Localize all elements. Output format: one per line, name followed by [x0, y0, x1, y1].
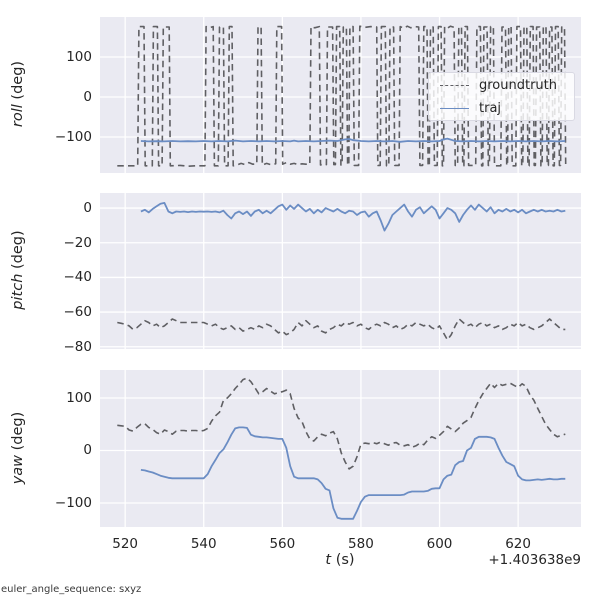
dashed-line-sample-icon: [440, 84, 469, 86]
plot-area: [100, 370, 581, 527]
subplot-pitch: [100, 193, 581, 349]
solid-line-sample-icon: [440, 107, 469, 109]
y-tick-label: −60: [63, 304, 93, 321]
legend: groundtruth traj: [428, 72, 575, 121]
series-line-traj: [140, 137, 566, 143]
legend-label: traj: [479, 100, 502, 116]
y-tick-label: 100: [66, 49, 92, 65]
series-line-groundtruth: [117, 377, 566, 470]
x-tick-label: 560: [269, 536, 296, 552]
y-tick-label: 100: [66, 389, 92, 406]
series-line-traj: [140, 426, 566, 520]
y-tick-label: −100: [54, 129, 92, 145]
x-tick-label: 540: [190, 536, 217, 552]
x-axis-label: t (s): [325, 552, 355, 568]
y-tick-label: 0: [83, 200, 92, 217]
legend-entry-groundtruth: groundtruth: [429, 76, 574, 94]
x-tick-label: 600: [426, 536, 453, 552]
y-tick-label: 0: [83, 442, 92, 459]
axes-background: [100, 193, 581, 349]
y-tick-label: −80: [63, 338, 93, 355]
y-tick-label: −40: [63, 269, 93, 286]
y-tick-label: 0: [83, 89, 92, 105]
x-tick-label: 520: [112, 536, 139, 552]
legend-label: groundtruth: [479, 77, 558, 93]
series-line-groundtruth: [117, 318, 566, 341]
series-line-traj: [140, 202, 566, 232]
euler-sequence-note: euler_angle_sequence: sxyz: [1, 584, 142, 595]
y-tick-label: −20: [63, 234, 93, 251]
x-axis-offset-text: +1.403638e9: [488, 552, 581, 568]
x-tick-label: 620: [505, 536, 531, 552]
subplot-yaw: [100, 370, 581, 527]
x-tick-label: 580: [348, 536, 374, 552]
plot-area: [100, 193, 581, 349]
legend-entry-traj: traj: [429, 99, 574, 117]
y-tick-label: −100: [54, 495, 92, 511]
